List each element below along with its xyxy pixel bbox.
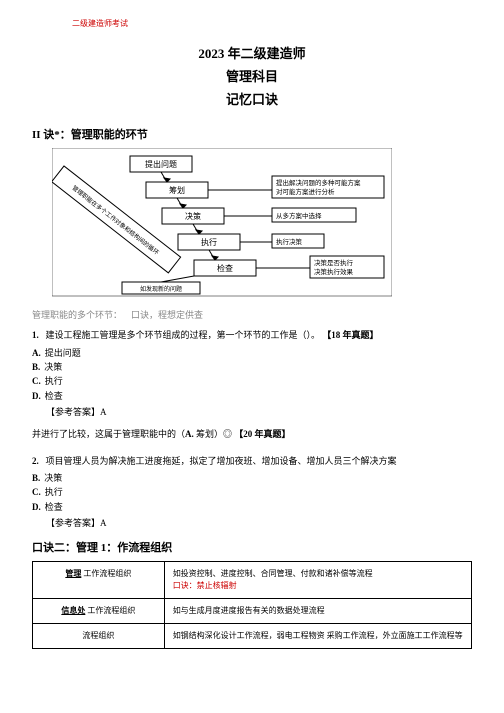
header-label: 二级建造师考试: [72, 18, 472, 29]
question-2: 2. 项目管理人员为解决施工进度拖延，拟定了增加夜班、增加设备、增加人员三个解决…: [32, 455, 472, 469]
box-2: 筹划: [169, 185, 185, 195]
q2-opt-d: D.检查: [32, 500, 472, 514]
q1-opt-a: A.提出问题: [32, 346, 472, 360]
diagram-caption: 管理职能的多个环节： 口诀，程想定供查: [32, 308, 472, 321]
section-2-heading: 口诀二：管理 1：作流程组织: [32, 539, 472, 555]
flowchart-diagram: 管理职能在多个工作对象和结构间的循环 提出问题 筹划 决策 执行 检查 如发现新…: [52, 148, 472, 300]
table-row: 信息处 工作流程组织 如与生成月度进度报告有关的数据处理流程: [33, 599, 472, 624]
mnemonic-text: 口诀：禁止核辐射: [173, 580, 463, 592]
table-row: 管理 工作流程组织 如投资控制、进度控制、合同管理、付款和诸补偿等流程 口诀：禁…: [33, 562, 472, 599]
note-3: 执行决策: [276, 237, 303, 246]
box-5: 检查: [217, 263, 233, 273]
note-1b: 对可能方案进行分析: [276, 187, 335, 196]
flow-table: 管理 工作流程组织 如投资控制、进度控制、合同管理、付款和诸补偿等流程 口诀：禁…: [32, 561, 472, 649]
question-1: 1. 建设工程施工管理是多个环节组成的过程，第一个环节的工作是（）。 【18 年…: [32, 329, 472, 343]
box-1: 提出问题: [145, 159, 177, 169]
q1-opt-c: C.执行: [32, 374, 472, 388]
title-block: 2023 年二级建造师 管理科目 记忆口诀: [32, 43, 472, 108]
note-1a: 提出解决问题的多种可能方案: [276, 178, 361, 187]
box-3: 决策: [185, 211, 201, 221]
title-line-2: 管理科目: [32, 66, 472, 85]
q1-opt-b: B.决策: [32, 360, 472, 374]
title-line-3: 记忆口诀: [32, 89, 472, 108]
mid-text: 并进行了比较，这属于管理职能中的（A. 筹划）◎ 【20 年真题】: [32, 428, 472, 442]
q1-opt-d: D.检查: [32, 389, 472, 403]
note-2: 从多方案中选择: [276, 211, 322, 220]
diag-label: 管理职能在多个工作对象和结构间的循环: [71, 184, 161, 257]
title-line-1: 2023 年二级建造师: [32, 43, 472, 62]
note-4b: 决策执行效果: [314, 267, 354, 276]
q2-opt-c: C.执行: [32, 485, 472, 499]
box-bottom: 如发现新的问题: [140, 285, 182, 293]
q2-answer: 【参考答案】A: [46, 516, 472, 529]
note-4a: 决策是否执行: [314, 258, 354, 267]
q2-opt-b: B.决策: [32, 471, 472, 485]
box-4: 执行: [201, 237, 217, 247]
q1-answer: 【参考答案】A: [46, 405, 472, 418]
table-row: 流程组织 如钢结构深化设计工作流程，弱电工程物资 采购工作流程，外立面施工工作流…: [33, 624, 472, 649]
section-1-heading: II 诀*：管理职能的环节: [32, 126, 472, 142]
